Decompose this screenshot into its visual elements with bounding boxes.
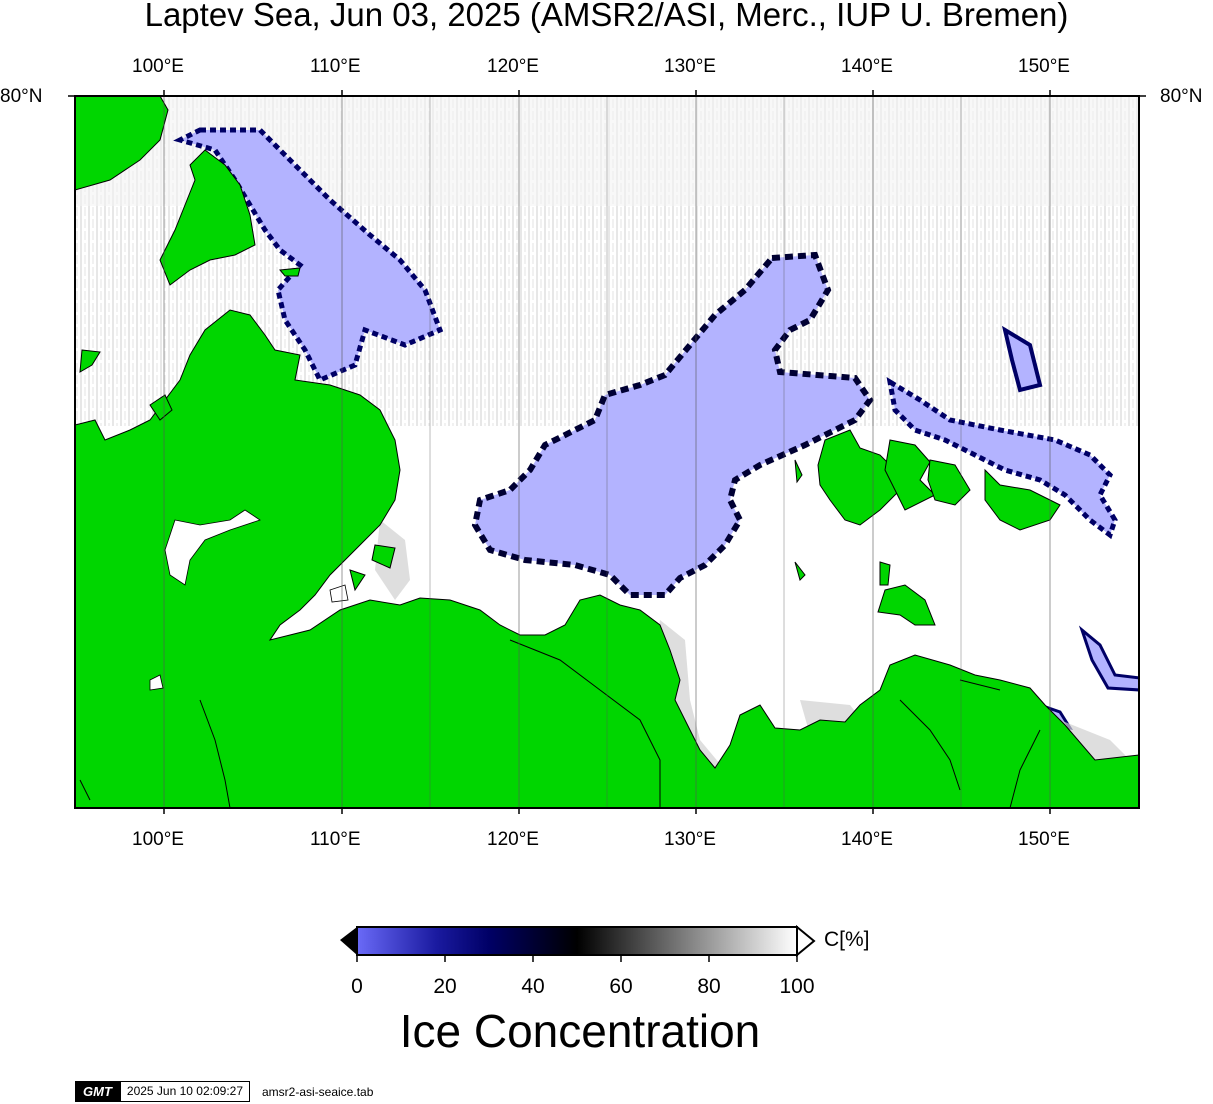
kotelny-island: [817, 429, 901, 526]
colorbar-unit: C[%]: [824, 928, 870, 951]
axis-ticks: [68, 90, 1146, 814]
land: [75, 96, 1139, 808]
colorbar: [340, 924, 816, 962]
lon-label-bottom: 100°E: [132, 829, 184, 850]
gridlines: [163, 96, 1051, 808]
polynya-west: [173, 127, 444, 384]
colorbar-tick: 100: [779, 975, 815, 998]
gmt-command: amsr2-asi-seaice.tab: [262, 1084, 374, 1099]
gmt-timestamp: 2025 Jun 10 02:09:27: [119, 1081, 250, 1102]
map-content: [75, 96, 1139, 808]
map-title: Laptev Sea, Jun 03, 2025 (AMSR2/ASI, Mer…: [144, 0, 1069, 33]
polynya-zones: [173, 127, 1139, 731]
colorbar-tick: 20: [433, 975, 457, 998]
lon-label-bottom: 150°E: [1018, 829, 1070, 850]
lon-label-top: 100°E: [132, 56, 184, 77]
map-frame: [74, 95, 1140, 809]
colorbar-tick: 40: [521, 975, 545, 998]
rivers: [79, 639, 1041, 808]
lon-label-top: 110°E: [310, 56, 361, 77]
polynya-central: [471, 251, 874, 598]
lat-label-right: 80°N: [1160, 86, 1203, 107]
lon-label-top: 130°E: [664, 56, 716, 77]
lon-label-bottom: 120°E: [487, 829, 539, 850]
lon-label-top: 120°E: [487, 56, 539, 77]
colorbar-title: Ice Concentration: [399, 1005, 761, 1057]
lon-label-bottom: 140°E: [841, 829, 893, 850]
lon-label-bottom: 110°E: [310, 829, 361, 850]
lon-label-top: 150°E: [1018, 56, 1070, 77]
lon-label-top: 140°E: [841, 56, 893, 77]
lat-label-left: 80°N: [0, 86, 43, 107]
colorbar-gradient: [356, 926, 798, 956]
lon-label-bottom: 130°E: [664, 829, 716, 850]
lakes: [149, 509, 349, 691]
colorbar-tick: 0: [351, 975, 363, 998]
gmt-footer: GMT 2025 Jun 10 02:09:27 amsr2-asi-seaic…: [75, 1081, 373, 1102]
severnaya-zemlya-west: [75, 96, 169, 191]
colorbar-tick: 60: [609, 975, 633, 998]
stolbovoy-island: [877, 584, 936, 626]
mainland-siberia: [75, 309, 1139, 808]
gmt-logo: GMT: [75, 1081, 120, 1102]
bolshevik-island: [159, 149, 256, 286]
colorbar-tick: 80: [697, 975, 721, 998]
polynya-east: [886, 377, 1118, 540]
